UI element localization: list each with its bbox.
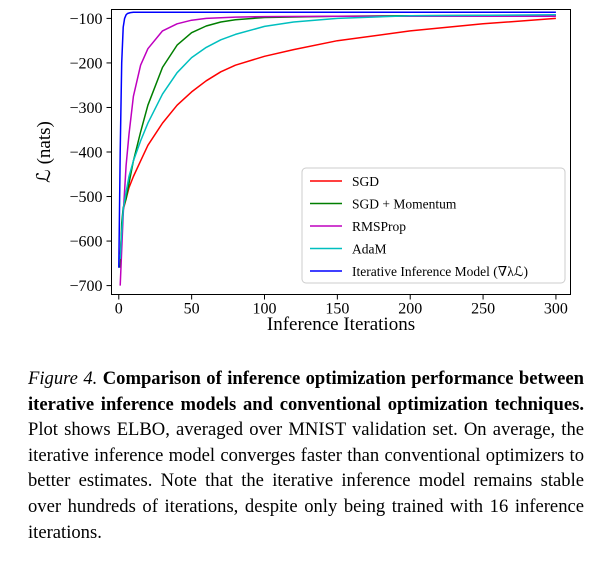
series-line-3 — [119, 14, 556, 259]
x-tick-label: 250 — [471, 301, 495, 318]
legend-label-3: AdaM — [352, 242, 387, 257]
legend-label-4: Iterative Inference Model (∇λℒ) — [352, 264, 528, 279]
y-axis-label: ℒ (nats) — [34, 121, 55, 183]
y-tick-label: −700 — [69, 278, 102, 295]
y-tick-label: −600 — [69, 234, 102, 251]
x-tick-label: 300 — [544, 301, 568, 318]
y-tick-label: −100 — [69, 11, 102, 28]
series-line-1 — [119, 14, 556, 268]
caption-body-text: Plot shows ELBO, averaged over MNIST val… — [28, 419, 584, 543]
series-line-4 — [118, 11, 556, 268]
legend-label-0: SGD — [352, 174, 379, 189]
y-tick-label: −500 — [69, 189, 102, 206]
legend-frame — [301, 167, 566, 284]
y-tick-label: −400 — [69, 145, 102, 162]
ticks-layer: 0 50 100 150 200 250 300 −100 −200 −300 −400 −500 −6… — [69, 11, 567, 318]
figure-label: Figure 4. — [28, 368, 98, 389]
legend: SGD SGD + Momentum RMSProp AdaM Iterative In… — [301, 167, 566, 284]
x-tick-label: 200 — [398, 301, 422, 318]
figure-caption: Figure 4. Comparison of inference optimi… — [28, 366, 584, 545]
y-tick-label: −200 — [69, 55, 102, 72]
x-axis-label: Inference Iterations — [267, 314, 415, 335]
line-chart: 0 50 100 150 200 250 300 −100 −200 −300 −400 −500 −6… — [34, 9, 571, 335]
y-tick-label: −300 — [69, 100, 102, 117]
x-tick-label: 0 — [115, 301, 123, 318]
series-layer — [118, 11, 556, 286]
x-tick-label: 150 — [325, 301, 349, 318]
x-tick-label: 100 — [253, 301, 277, 318]
series-line-2 — [119, 15, 556, 286]
legend-label-2: RMSProp — [352, 219, 406, 234]
legend-label-1: SGD + Momentum — [352, 197, 457, 212]
caption-bold-text: Comparison of inference optimization per… — [28, 368, 584, 415]
x-tick-label: 50 — [184, 301, 200, 318]
